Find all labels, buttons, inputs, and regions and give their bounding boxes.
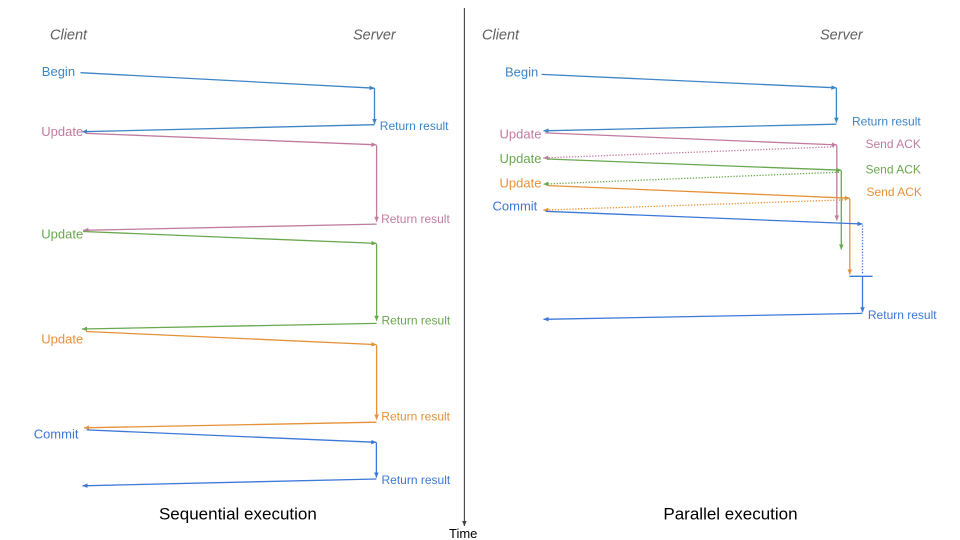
svg-text:Server: Server [820,28,864,44]
svg-text:Return result: Return result [852,115,921,129]
svg-text:Return result: Return result [380,119,449,133]
svg-text:Parallel execution: Parallel execution [663,505,797,524]
svg-text:Return result: Return result [382,473,451,487]
svg-text:Update: Update [41,227,83,242]
svg-text:Client: Client [50,28,88,44]
svg-text:Time: Time [449,526,477,540]
svg-text:Return result: Return result [382,313,451,327]
svg-text:Update: Update [500,151,542,166]
svg-text:Send ACK: Send ACK [866,163,921,177]
svg-text:Return result: Return result [381,410,450,424]
svg-text:Client: Client [482,28,520,44]
svg-text:Update: Update [41,124,83,139]
svg-text:Return result: Return result [868,308,937,322]
svg-text:Return result: Return result [381,212,450,226]
svg-text:Begin: Begin [42,64,75,79]
svg-text:Commit: Commit [34,426,79,441]
svg-text:Update: Update [500,175,542,190]
svg-text:Send ACK: Send ACK [867,185,922,199]
svg-text:Send ACK: Send ACK [866,137,921,151]
svg-text:Update: Update [500,126,542,141]
svg-text:Update: Update [41,331,83,346]
svg-text:Begin: Begin [505,65,538,80]
svg-text:Server: Server [353,28,397,44]
svg-text:Sequential execution: Sequential execution [159,505,317,524]
svg-text:Commit: Commit [493,199,538,214]
